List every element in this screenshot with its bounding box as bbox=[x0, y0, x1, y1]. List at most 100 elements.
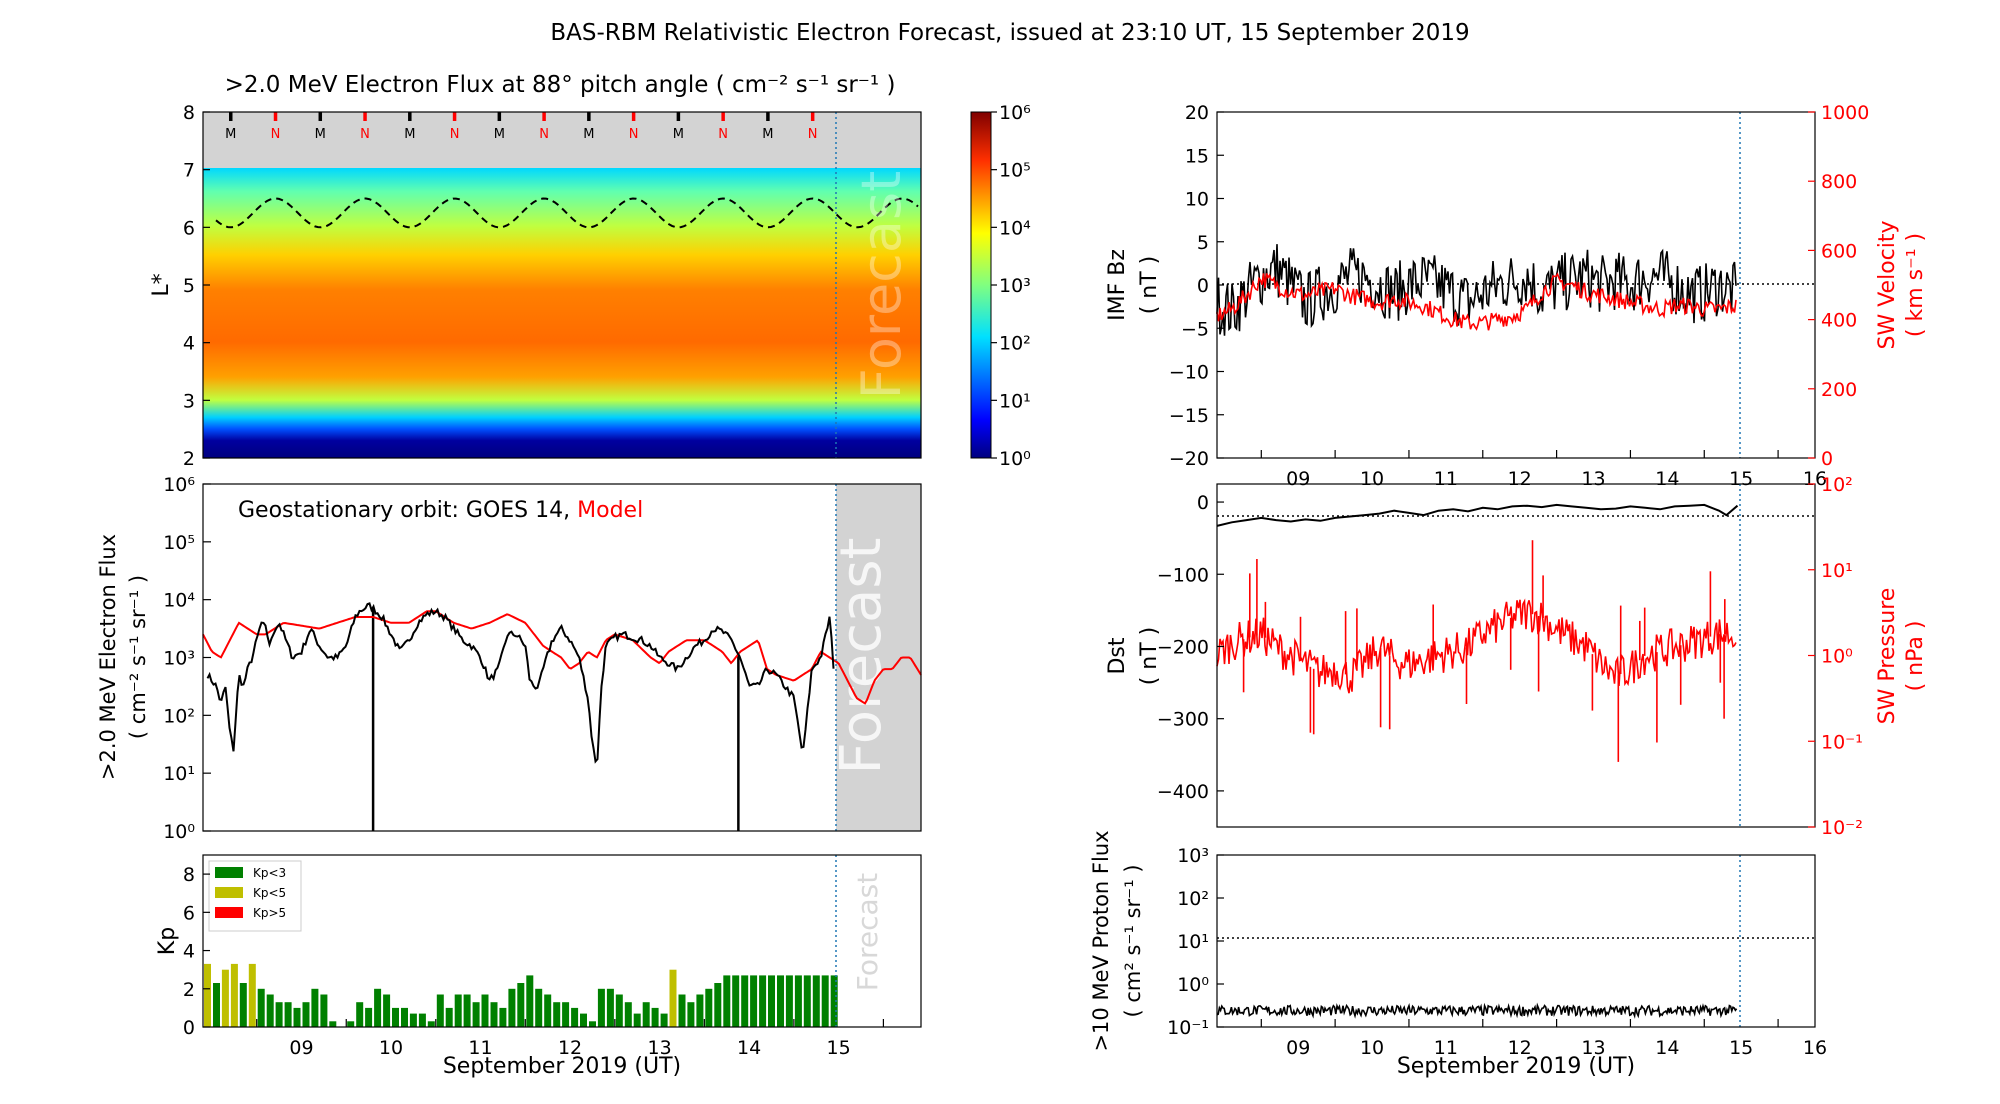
y-tick-label: 10⁻¹ bbox=[1821, 731, 1863, 753]
velocity-y-axis: 0 200 400 600 800 1000 bbox=[1808, 102, 1869, 470]
y-tick-label: 800 bbox=[1821, 171, 1857, 193]
y-tick-label: 20 bbox=[1185, 102, 1209, 124]
y-tick-label: 8 bbox=[183, 864, 195, 886]
kp-bar bbox=[329, 1021, 337, 1027]
y-tick-label: 6 bbox=[183, 217, 195, 239]
mlt-label: M bbox=[494, 127, 505, 142]
x-tick-label: 11 bbox=[1434, 468, 1458, 490]
kp-legend-mid-swatch bbox=[215, 887, 243, 898]
sw-pressure-spikes bbox=[1242, 540, 1726, 762]
kp-bar bbox=[463, 994, 471, 1027]
kp-bar bbox=[499, 1007, 507, 1027]
y-tick-label: 10⁻² bbox=[1821, 817, 1863, 839]
kp-bar bbox=[392, 1007, 399, 1027]
geo-flux-title-text: Geostationary orbit: GOES 14, bbox=[238, 498, 570, 523]
y-tick-label: −200 bbox=[1157, 636, 1209, 658]
kp-bar bbox=[794, 975, 802, 1027]
imf-y-label: IMF Bz bbox=[1105, 249, 1130, 321]
y-tick-label: −15 bbox=[1169, 405, 1209, 427]
y-tick-label: 15 bbox=[1185, 145, 1209, 167]
kp-bar bbox=[687, 1002, 695, 1027]
mlt-label: M bbox=[315, 127, 326, 142]
geo-flux-title: Geostationary orbit: GOES 14, Model bbox=[238, 498, 643, 523]
kp-bar bbox=[230, 963, 238, 1027]
y-tick-label: 0 bbox=[1821, 448, 1833, 470]
imf-frame bbox=[1216, 111, 1816, 459]
proton-flux-line bbox=[1216, 1002, 1738, 1019]
kp-legend-low: Kp<3 bbox=[253, 866, 286, 880]
y-tick-label: 10² bbox=[163, 705, 195, 727]
y-tick-label: −5 bbox=[1181, 318, 1209, 340]
left-x-axis-label: September 2019 (UT) bbox=[443, 1054, 681, 1079]
y-tick-label: 2 bbox=[183, 979, 195, 1001]
y-tick-label: 5 bbox=[183, 275, 195, 297]
mlt-label: M bbox=[673, 127, 684, 142]
x-tick-label: 14 bbox=[1655, 1037, 1679, 1059]
y-tick-label: −300 bbox=[1157, 709, 1209, 731]
y-tick-label: −100 bbox=[1157, 564, 1209, 586]
magnetopause-line bbox=[215, 197, 919, 229]
geo-flux-y-label: >2.0 MeV Electron Flux bbox=[96, 534, 120, 780]
y-tick-label: 10³ bbox=[163, 648, 195, 670]
kp-bar bbox=[597, 988, 605, 1027]
kp-bar bbox=[803, 975, 811, 1027]
x-tick-label: 10 bbox=[1360, 1037, 1384, 1059]
kp-bar bbox=[678, 994, 686, 1027]
kp-bar bbox=[553, 1002, 561, 1027]
y-tick-label: −400 bbox=[1157, 781, 1209, 803]
kp-bar bbox=[696, 994, 704, 1027]
x-tick-label: 09 bbox=[1286, 1037, 1310, 1059]
kp-bar bbox=[535, 988, 543, 1027]
kp-bar bbox=[669, 969, 677, 1027]
mlt-label: M bbox=[583, 127, 594, 142]
kp-bar bbox=[436, 994, 444, 1027]
colorbar-tick-label: 10³ bbox=[999, 275, 1031, 297]
proton-y-axis: 10⁻¹ 10⁰ 10¹ 10² 10³ bbox=[1167, 845, 1224, 1039]
y-tick-label: 10¹ bbox=[163, 763, 195, 785]
kp-bar bbox=[383, 994, 391, 1027]
kp-bar bbox=[266, 994, 274, 1027]
kp-bar bbox=[409, 1013, 417, 1027]
kp-bars bbox=[204, 963, 838, 1027]
colorbar bbox=[970, 111, 992, 459]
kp-bar bbox=[347, 1021, 355, 1027]
x-tick-label: 10 bbox=[379, 1037, 403, 1059]
y-tick-label: 0 bbox=[1197, 275, 1209, 297]
kp-bar bbox=[293, 1007, 301, 1027]
kp-bar bbox=[732, 975, 740, 1027]
kp-bar bbox=[785, 975, 793, 1027]
colorbar-ticks: 10⁰ 10¹ 10² 10³ 10⁴ 10⁵ 10⁶ bbox=[991, 102, 1031, 470]
kp-bar bbox=[526, 975, 534, 1027]
proton-panel: 10⁻¹ 10⁰ 10¹ 10² 10³ 09 10 11 12 13 14 15 16 >10 Me… bbox=[1089, 830, 1827, 1079]
y-tick-label: 10⁴ bbox=[163, 590, 195, 612]
kp-watermark: Forecast bbox=[851, 873, 884, 992]
x-tick-label: 14 bbox=[737, 1037, 761, 1059]
y-tick-label: 200 bbox=[1821, 379, 1857, 401]
geo-flux-panel: Forecast Geostationary orbit: GOES 14, M… bbox=[96, 474, 922, 843]
flux-map-y-axis: 2 3 4 5 6 7 8 bbox=[183, 102, 210, 470]
kp-bar bbox=[517, 983, 525, 1027]
mlt-label: N bbox=[718, 127, 728, 142]
colorbar-tick-label: 10⁶ bbox=[999, 102, 1031, 124]
x-tick-label: 10 bbox=[1360, 468, 1384, 490]
x-tick-label: 11 bbox=[468, 1037, 492, 1059]
proton-frame bbox=[1216, 854, 1816, 1028]
dst-line bbox=[1216, 503, 1739, 527]
kp-frame bbox=[202, 854, 922, 1028]
flux-map-watermark: Forecast bbox=[850, 171, 913, 400]
dst-y-label: Dst bbox=[1105, 637, 1130, 674]
y-tick-label: 0 bbox=[183, 1017, 195, 1039]
dst-y-axis: −400 −300 −200 −100 0 bbox=[1157, 492, 1224, 803]
colorbar-tick-label: 10⁵ bbox=[999, 160, 1031, 182]
kp-bar bbox=[374, 988, 382, 1027]
flux-dropouts bbox=[371, 608, 740, 831]
kp-y-axis: 0 2 4 6 8 bbox=[183, 864, 210, 1039]
y-tick-label: −10 bbox=[1169, 362, 1209, 384]
y-tick-label: 3 bbox=[183, 390, 195, 412]
geo-flux-y-unit: ( cm⁻² s⁻¹ sr⁻¹ ) bbox=[126, 575, 150, 739]
proton-y-unit: ( cm² s⁻¹ sr⁻¹ ) bbox=[1121, 864, 1145, 1017]
imf-y-axis: −20 −15 −10 −5 0 5 10 15 20 bbox=[1169, 102, 1224, 470]
kp-bar bbox=[213, 983, 220, 1027]
mlt-label: N bbox=[271, 127, 281, 142]
kp-legend-low-swatch bbox=[215, 867, 243, 878]
